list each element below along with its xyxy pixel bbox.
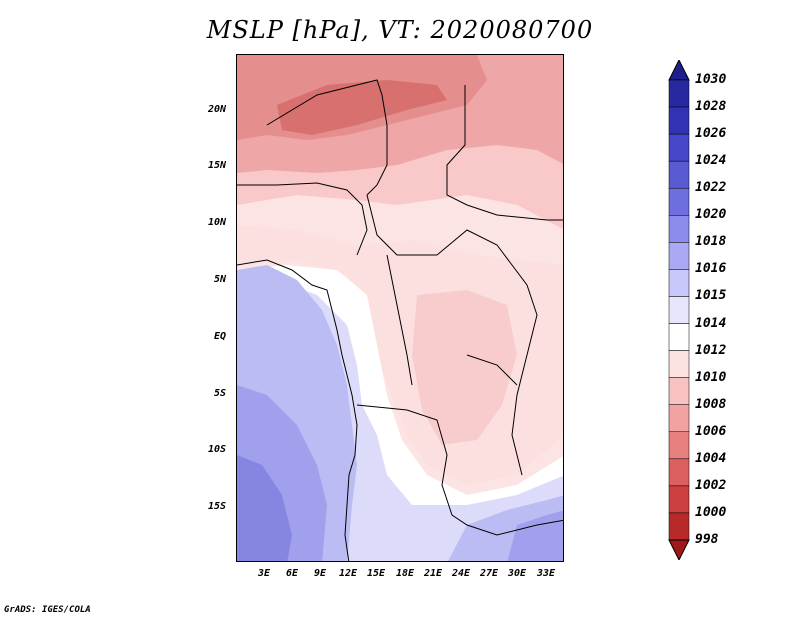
lat-label-15s: 15S xyxy=(207,501,226,512)
border-sahara xyxy=(266,79,388,196)
colorbar-label: 1026 xyxy=(695,126,727,142)
colorbar-segment xyxy=(668,350,690,378)
pressure-map xyxy=(236,54,564,562)
colorbar-segment xyxy=(668,296,690,324)
lon-label-30e: 30E xyxy=(507,568,527,579)
colorbar-label: 1012 xyxy=(695,342,727,358)
contour-1020 xyxy=(237,455,292,561)
border-central xyxy=(366,194,538,476)
colorbar-segment xyxy=(668,485,690,514)
lon-label-9e: 9E xyxy=(313,568,327,579)
colorbar-label: 1006 xyxy=(695,423,727,439)
colorbar xyxy=(668,60,690,560)
colorbar-segment xyxy=(668,106,690,135)
lon-label-18e: 18E xyxy=(395,568,415,579)
lon-label-24e: 24E xyxy=(451,568,471,579)
colorbar-segment xyxy=(668,377,690,405)
colorbar-label: 1020 xyxy=(695,207,727,223)
colorbar-top-arrow xyxy=(668,60,690,81)
colorbar-label: 1030 xyxy=(695,72,727,87)
map-canvas xyxy=(237,55,563,561)
coastline xyxy=(237,259,358,561)
contour-1004 xyxy=(277,80,447,135)
colorbar-segment xyxy=(668,458,690,487)
lon-label-6e: 6E xyxy=(285,568,299,579)
colorbar-label: 1000 xyxy=(695,504,727,520)
lon-label-3e: 3E xyxy=(257,568,271,579)
colorbar-label: 1024 xyxy=(695,153,727,169)
lat-label-5n: 5N xyxy=(213,274,226,285)
colorbar-label: 1010 xyxy=(695,369,727,385)
colorbar-bottom-arrow xyxy=(668,539,690,560)
contour-1010-basin xyxy=(412,290,517,445)
colorbar-segment xyxy=(668,269,690,297)
lat-label-15n: 15N xyxy=(207,160,226,171)
colorbar-label: 1002 xyxy=(695,477,727,493)
colorbar-segment xyxy=(668,160,690,189)
lat-label-eq: EQ xyxy=(213,331,226,342)
chart-title: MSLP [hPa], VT: 2020080700 xyxy=(206,16,594,44)
colorbar-segment xyxy=(668,215,690,243)
colorbar-label: 1022 xyxy=(695,180,727,196)
footer-credit: GrADS: IGES/COLA xyxy=(4,605,91,615)
colorbar-segment xyxy=(668,323,690,351)
colorbar-label: 1014 xyxy=(695,315,727,331)
border-east xyxy=(446,85,563,221)
lon-label-27e: 27E xyxy=(479,568,499,579)
colorbar-label: 998 xyxy=(695,532,719,547)
colorbar-segment xyxy=(668,187,690,216)
colorbar-segment xyxy=(668,79,690,108)
colorbar-segment xyxy=(668,404,690,433)
colorbar-label: 1008 xyxy=(695,396,727,412)
boundaries xyxy=(237,79,563,561)
colorbar-segment xyxy=(668,512,690,541)
lat-label-5s: 5S xyxy=(213,388,226,399)
colorbar-segment xyxy=(668,242,690,270)
border-misc-1 xyxy=(386,254,413,386)
border-misc-2 xyxy=(466,354,518,386)
colorbar-label: 1016 xyxy=(695,261,727,277)
lon-label-12e: 12E xyxy=(338,568,358,579)
lon-label-15e: 15E xyxy=(366,568,386,579)
border-south xyxy=(356,404,563,536)
colorbar-label: 1018 xyxy=(695,234,727,250)
colorbar-label: 1015 xyxy=(695,288,727,304)
colorbar-segment xyxy=(668,133,690,162)
colorbar-segment xyxy=(668,431,690,460)
lon-label-33e: 33E xyxy=(536,568,556,579)
border-west xyxy=(237,182,368,256)
colorbar-label: 1004 xyxy=(695,450,727,466)
lat-label-10n: 10N xyxy=(207,217,226,228)
lat-label-20n: 20N xyxy=(207,104,226,115)
colorbar-label: 1028 xyxy=(695,99,727,115)
lat-label-10s: 10S xyxy=(207,444,226,455)
lon-label-21e: 21E xyxy=(423,568,443,579)
